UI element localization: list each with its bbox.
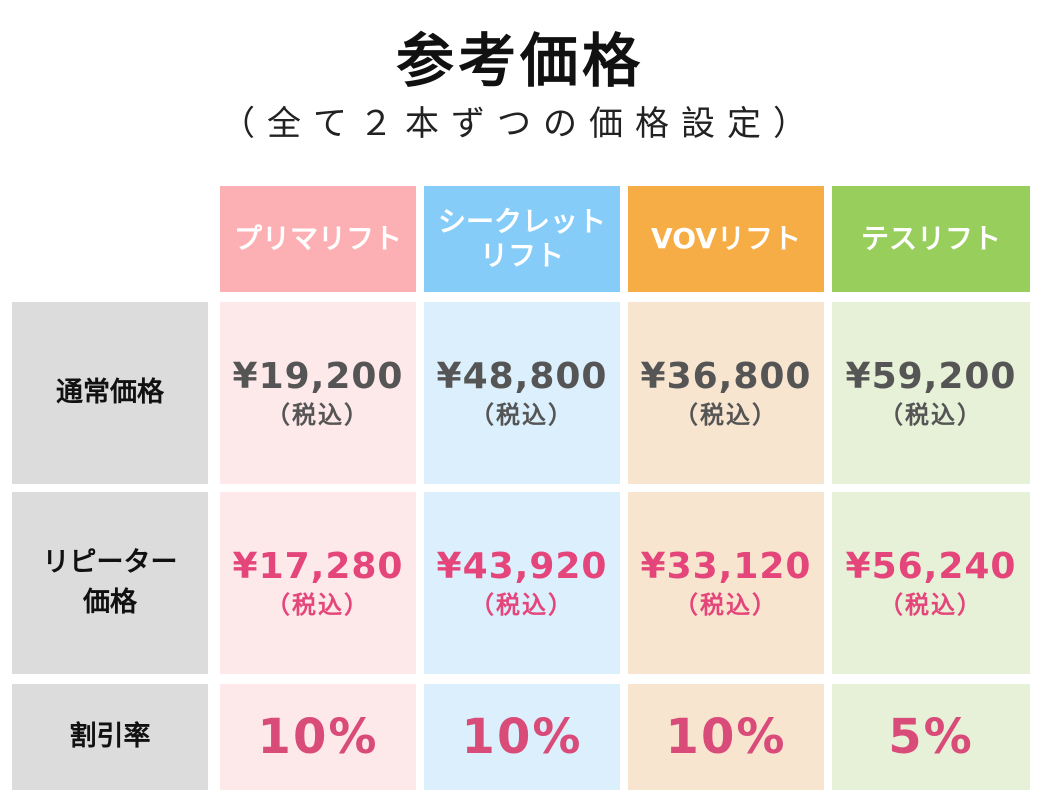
- discount-rate-value: 10%: [461, 709, 583, 765]
- tax-included-label: （税込）: [266, 591, 370, 619]
- tax-included-label: （税込）: [879, 591, 983, 619]
- tax-included-label: （税込）: [470, 591, 574, 619]
- page-subtitle: （全て２本ずつの価格設定）: [221, 104, 819, 144]
- regular-price-cell-vov-lift: ¥36,800 （税込）: [628, 302, 824, 484]
- header-secret-lift-label-line1: シークレット: [437, 205, 606, 238]
- discount-rate-value: 10%: [257, 709, 379, 765]
- tax-included-label: （税込）: [674, 401, 778, 429]
- row-label-repeater-price-line1: リピーター: [42, 547, 178, 578]
- header-vov-lift: VOVリフト: [628, 186, 824, 292]
- row-label-discount-rate: 割引率: [12, 684, 208, 790]
- regular-price-value: ¥36,800: [640, 356, 812, 397]
- regular-price-value: ¥59,200: [845, 356, 1017, 397]
- regular-price-value: ¥19,200: [232, 356, 404, 397]
- tax-included-label: （税込）: [266, 401, 370, 429]
- header-vov-lift-label: VOVリフト: [651, 222, 801, 255]
- regular-price-value: ¥48,800: [436, 356, 608, 397]
- tax-included-label: （税込）: [470, 401, 574, 429]
- row-label-repeater-price-line2: 価格: [83, 587, 137, 618]
- discount-rate-cell-secret-lift: 10%: [424, 684, 620, 790]
- tax-included-label: （税込）: [674, 591, 778, 619]
- header-tes-lift: テスリフト: [832, 186, 1030, 292]
- repeater-price-cell-vov-lift: ¥33,120 （税込）: [628, 492, 824, 674]
- discount-rate-cell-vov-lift: 10%: [628, 684, 824, 790]
- repeater-price-cell-tes-lift: ¥56,240 （税込）: [832, 492, 1030, 674]
- repeater-price-value: ¥17,280: [232, 546, 404, 587]
- repeater-price-value: ¥33,120: [640, 546, 812, 587]
- row-label-regular-price-text: 通常価格: [56, 377, 164, 408]
- repeater-price-value: ¥43,920: [436, 546, 608, 587]
- header-secret-lift-label-line2: リフト: [479, 239, 564, 272]
- row-label-discount-rate-text: 割引率: [69, 721, 151, 752]
- regular-price-cell-tes-lift: ¥59,200 （税込）: [832, 302, 1030, 484]
- discount-rate-value: 10%: [665, 709, 787, 765]
- header-primalift-label: プリマリフト: [233, 222, 402, 255]
- regular-price-cell-secret-lift: ¥48,800 （税込）: [424, 302, 620, 484]
- page-title: 参考価格: [395, 27, 644, 95]
- regular-price-cell-primalift: ¥19,200 （税込）: [220, 302, 416, 484]
- repeater-price-value: ¥56,240: [845, 546, 1017, 587]
- header-secret-lift: シークレット リフト: [424, 186, 620, 292]
- row-label-regular-price: 通常価格: [12, 302, 208, 484]
- discount-rate-cell-primalift: 10%: [220, 684, 416, 790]
- row-label-repeater-price: リピーター 価格: [12, 492, 208, 674]
- header-primalift: プリマリフト: [220, 186, 416, 292]
- repeater-price-cell-primalift: ¥17,280 （税込）: [220, 492, 416, 674]
- tax-included-label: （税込）: [879, 401, 983, 429]
- discount-rate-cell-tes-lift: 5%: [832, 684, 1030, 790]
- discount-rate-value: 5%: [888, 709, 974, 765]
- repeater-price-cell-secret-lift: ¥43,920 （税込）: [424, 492, 620, 674]
- header-tes-lift-label: テスリフト: [860, 222, 1001, 255]
